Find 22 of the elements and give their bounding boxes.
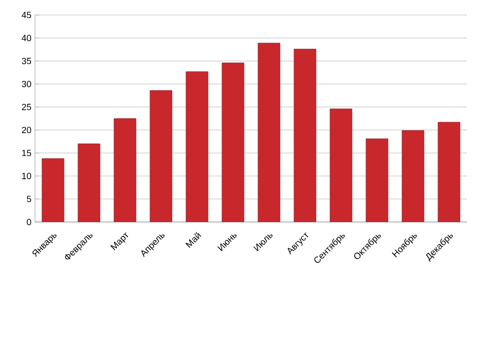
y-tick-label: 35 (22, 58, 32, 64)
bar (186, 71, 208, 222)
bar (438, 122, 460, 222)
bar (402, 130, 424, 222)
bar (150, 90, 172, 222)
bar (366, 138, 388, 222)
y-tick-label: 25 (22, 104, 32, 110)
y-tick-label: 5 (26, 196, 32, 202)
y-tick-label: 20 (22, 126, 32, 134)
y-tick-label: 15 (22, 150, 32, 156)
bar (114, 118, 136, 222)
y-tick-label: 10 (22, 172, 32, 180)
y-tick-label: 30 (22, 80, 32, 88)
bar (294, 48, 316, 222)
bar (330, 108, 352, 222)
y-tick-label: 45 (22, 12, 32, 18)
bar (42, 158, 64, 222)
bar (258, 42, 280, 222)
y-tick-label: 0 (26, 218, 32, 226)
bar (222, 62, 244, 222)
y-tick-label: 40 (22, 34, 32, 42)
bar (78, 144, 100, 222)
